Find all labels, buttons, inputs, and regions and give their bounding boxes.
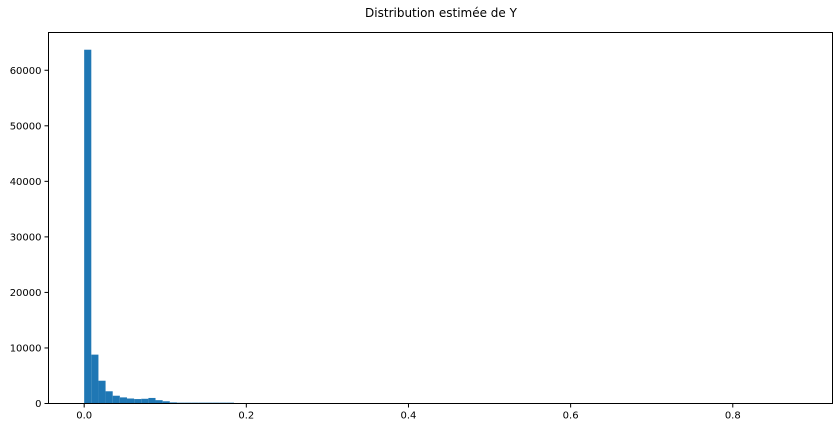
bars-group	[84, 49, 234, 404]
histogram-bar	[119, 397, 127, 404]
y-tick-label: 30000	[10, 232, 42, 243]
chart-title: Distribution estimée de Y	[365, 6, 518, 20]
y-tick-label: 10000	[10, 343, 42, 354]
histogram-bar	[84, 49, 92, 404]
x-tick-label: 0.0	[76, 411, 92, 422]
histogram-bar	[126, 398, 135, 404]
plot-frame	[48, 32, 833, 404]
histogram-bar	[155, 400, 163, 404]
histogram-bar	[148, 397, 156, 404]
x-tick-label: 0.8	[725, 411, 741, 422]
histogram-bar	[112, 395, 120, 404]
x-tick-label: 0.6	[563, 411, 579, 422]
histogram-bar	[105, 391, 113, 404]
y-tick-label: 20000	[10, 288, 42, 299]
histogram-bar	[98, 380, 106, 404]
histogram-bar	[134, 399, 142, 404]
histogram-bar	[141, 398, 149, 404]
y-tick-label: 50000	[10, 121, 42, 132]
x-tick-label: 0.4	[401, 411, 417, 422]
y-tick-label: 40000	[10, 177, 42, 188]
y-tick-label: 60000	[10, 66, 42, 77]
x-axis-ticks: 0.0 0.2 0.4 0.6 0.8	[76, 403, 741, 422]
x-tick-label: 0.2	[238, 411, 254, 422]
histogram-bar	[162, 401, 170, 404]
y-tick-label: 0	[35, 399, 41, 410]
y-axis-ticks: 0 10000 20000 30000 40000 50000 60000	[10, 66, 49, 410]
histogram-bar	[169, 402, 177, 404]
histogram-bar	[91, 354, 99, 404]
